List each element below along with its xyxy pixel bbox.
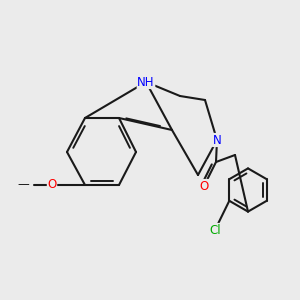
Text: O: O: [47, 178, 57, 191]
Text: Cl: Cl: [209, 224, 221, 236]
Text: O: O: [200, 179, 208, 193]
Text: —: —: [18, 178, 29, 191]
Text: NH: NH: [137, 76, 155, 88]
Text: N: N: [213, 134, 221, 146]
